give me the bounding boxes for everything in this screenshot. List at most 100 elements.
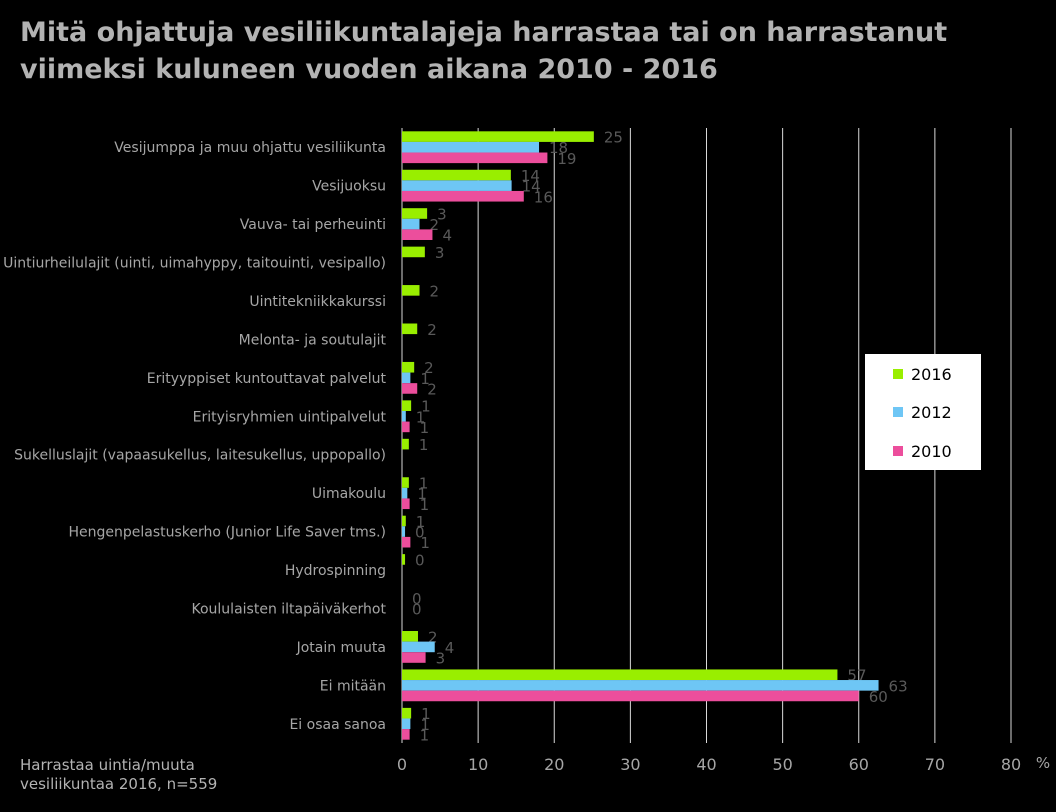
category-label: Vauva- tai perheuinti (240, 217, 386, 233)
bar-2016 (402, 400, 412, 411)
category-label: Jotain muuta (296, 640, 386, 656)
bar-2012 (402, 218, 420, 230)
bar-2016 (402, 631, 418, 642)
chart-legend: 2016 2012 2010 (865, 354, 981, 470)
data-label-2016: 2 (424, 359, 434, 377)
data-label-2016: 3 (435, 244, 445, 262)
data-label-2010: 16 (534, 188, 553, 206)
data-label-2016: 1 (421, 398, 431, 416)
category-label: Hydrospinning (285, 563, 386, 579)
x-tick-label: 70 (925, 755, 945, 774)
data-label-2016: 0 (415, 551, 425, 569)
x-tick-label: 30 (620, 755, 640, 774)
bar-2016 (402, 515, 406, 527)
bar-2016 (402, 285, 420, 296)
data-label-2012: 1 (417, 485, 427, 503)
bar-2010 (402, 690, 859, 702)
legend-item-2016: 2016 (893, 364, 952, 384)
x-tick-label: 20 (544, 755, 564, 774)
category-label: Vesijumppa ja muu ohjattu vesiliikunta (114, 140, 386, 156)
bar-2012 (402, 641, 435, 653)
data-label-2012: 4 (445, 639, 455, 657)
data-label-2010: 4 (442, 227, 452, 245)
data-label-2012: 1 (420, 716, 430, 734)
data-label-2010: 1 (420, 419, 430, 437)
bar-2016 (402, 323, 418, 335)
x-tick-label: 60 (849, 755, 869, 774)
data-label-2010: 2 (427, 380, 437, 398)
bar-2016 (402, 246, 425, 258)
sample-note-line-2: vesiliikuntaa 2016, n=559 (20, 775, 218, 793)
category-label: Vesijuoksu (312, 179, 386, 195)
data-label-2016: 2 (428, 628, 438, 646)
bar-2010 (402, 190, 524, 202)
bar-2012 (402, 526, 406, 537)
data-label-2010: 19 (557, 150, 576, 168)
data-label-special: 0 (412, 600, 422, 618)
category-label: Uintitekniikkakurssi (249, 294, 386, 310)
chart-title-line-2: viimeksi kuluneen vuoden aikana 2010 - 2… (20, 54, 718, 85)
category-label: Koululaisten iltapäiväkerhot (192, 601, 387, 617)
data-label-2012: 14 (522, 178, 541, 196)
bar-2016 (402, 131, 594, 142)
bar-2012 (402, 372, 411, 384)
legend-item-2010: 2010 (893, 441, 952, 461)
data-label-2012: 63 (889, 677, 908, 695)
data-label-2016: 1 (419, 436, 429, 454)
category-label: Hengenpelastuskerho (Junior Life Saver t… (68, 525, 386, 541)
bar-2016 (402, 554, 406, 565)
bar-2010 (402, 229, 433, 240)
category-label: Erityisryhmien uintipalvelut (193, 409, 387, 425)
legend-swatch-2010 (893, 446, 903, 456)
chart-title-line-1: Mitä ohjattuja vesiliikuntalajeja harras… (20, 17, 948, 48)
bar-2012 (402, 410, 406, 422)
legend-label-2016: 2016 (911, 364, 952, 384)
bar-2012 (402, 141, 540, 153)
bar-2010 (402, 536, 411, 548)
bar-2010 (402, 729, 410, 740)
bar-2012 (402, 680, 879, 691)
data-label-2012: 0 (415, 524, 425, 542)
bar-2012 (402, 180, 512, 191)
category-label: Ei mitään (320, 678, 386, 694)
x-tick-label: 80 (1001, 755, 1021, 774)
data-label-2010: 60 (869, 688, 888, 706)
bar-2016 (402, 438, 409, 450)
category-label: Melonta- ja soutulajit (239, 332, 387, 348)
data-label-2016: 14 (521, 167, 540, 185)
data-label-2010: 1 (420, 726, 430, 744)
bar-2010 (402, 498, 410, 510)
data-label-2016: 2 (430, 282, 440, 300)
bar-2012 (402, 487, 408, 499)
data-label-2012: 2 (430, 216, 440, 234)
data-label-2012: 1 (420, 370, 430, 388)
legend-swatch-2012 (893, 407, 903, 417)
bar-2010 (402, 421, 410, 433)
data-label-2016: 2 (427, 321, 437, 339)
category-label: Erityyppiset kuntouttavat palvelut (147, 371, 387, 387)
category-label: Uimakoulu (312, 486, 386, 502)
category-label: Sukelluslajit (vapaasukellus, laitesukel… (14, 448, 386, 464)
x-tick-label: 0 (397, 755, 407, 774)
legend-swatch-2016 (893, 369, 903, 379)
data-label-2016: 1 (419, 475, 429, 493)
bar-2016 (402, 169, 511, 181)
bar-2016 (402, 669, 838, 681)
x-axis-unit: % (1036, 754, 1050, 772)
bar-2016 (402, 208, 428, 219)
data-label-2016: 25 (604, 129, 623, 147)
data-label-2010: 1 (420, 534, 430, 552)
bar-2010 (402, 152, 548, 164)
bar-2012 (402, 718, 411, 730)
chart-title: Mitä ohjattuja vesiliikuntalajeja harras… (20, 14, 1040, 88)
sample-note-line-1: Harrastaa uintia/muuta (20, 756, 195, 774)
sample-note: Harrastaa uintia/muuta vesiliikuntaa 201… (20, 756, 320, 794)
x-tick-label: 40 (696, 755, 716, 774)
x-tick-label: 10 (468, 755, 488, 774)
category-label: Ei osaa sanoa (289, 717, 386, 733)
bar-2016 (402, 707, 412, 719)
data-label-2016: 0 (412, 590, 422, 608)
legend-item-2012: 2012 (893, 402, 952, 422)
bar-2010 (402, 383, 418, 394)
legend-label-2010: 2010 (911, 441, 952, 461)
